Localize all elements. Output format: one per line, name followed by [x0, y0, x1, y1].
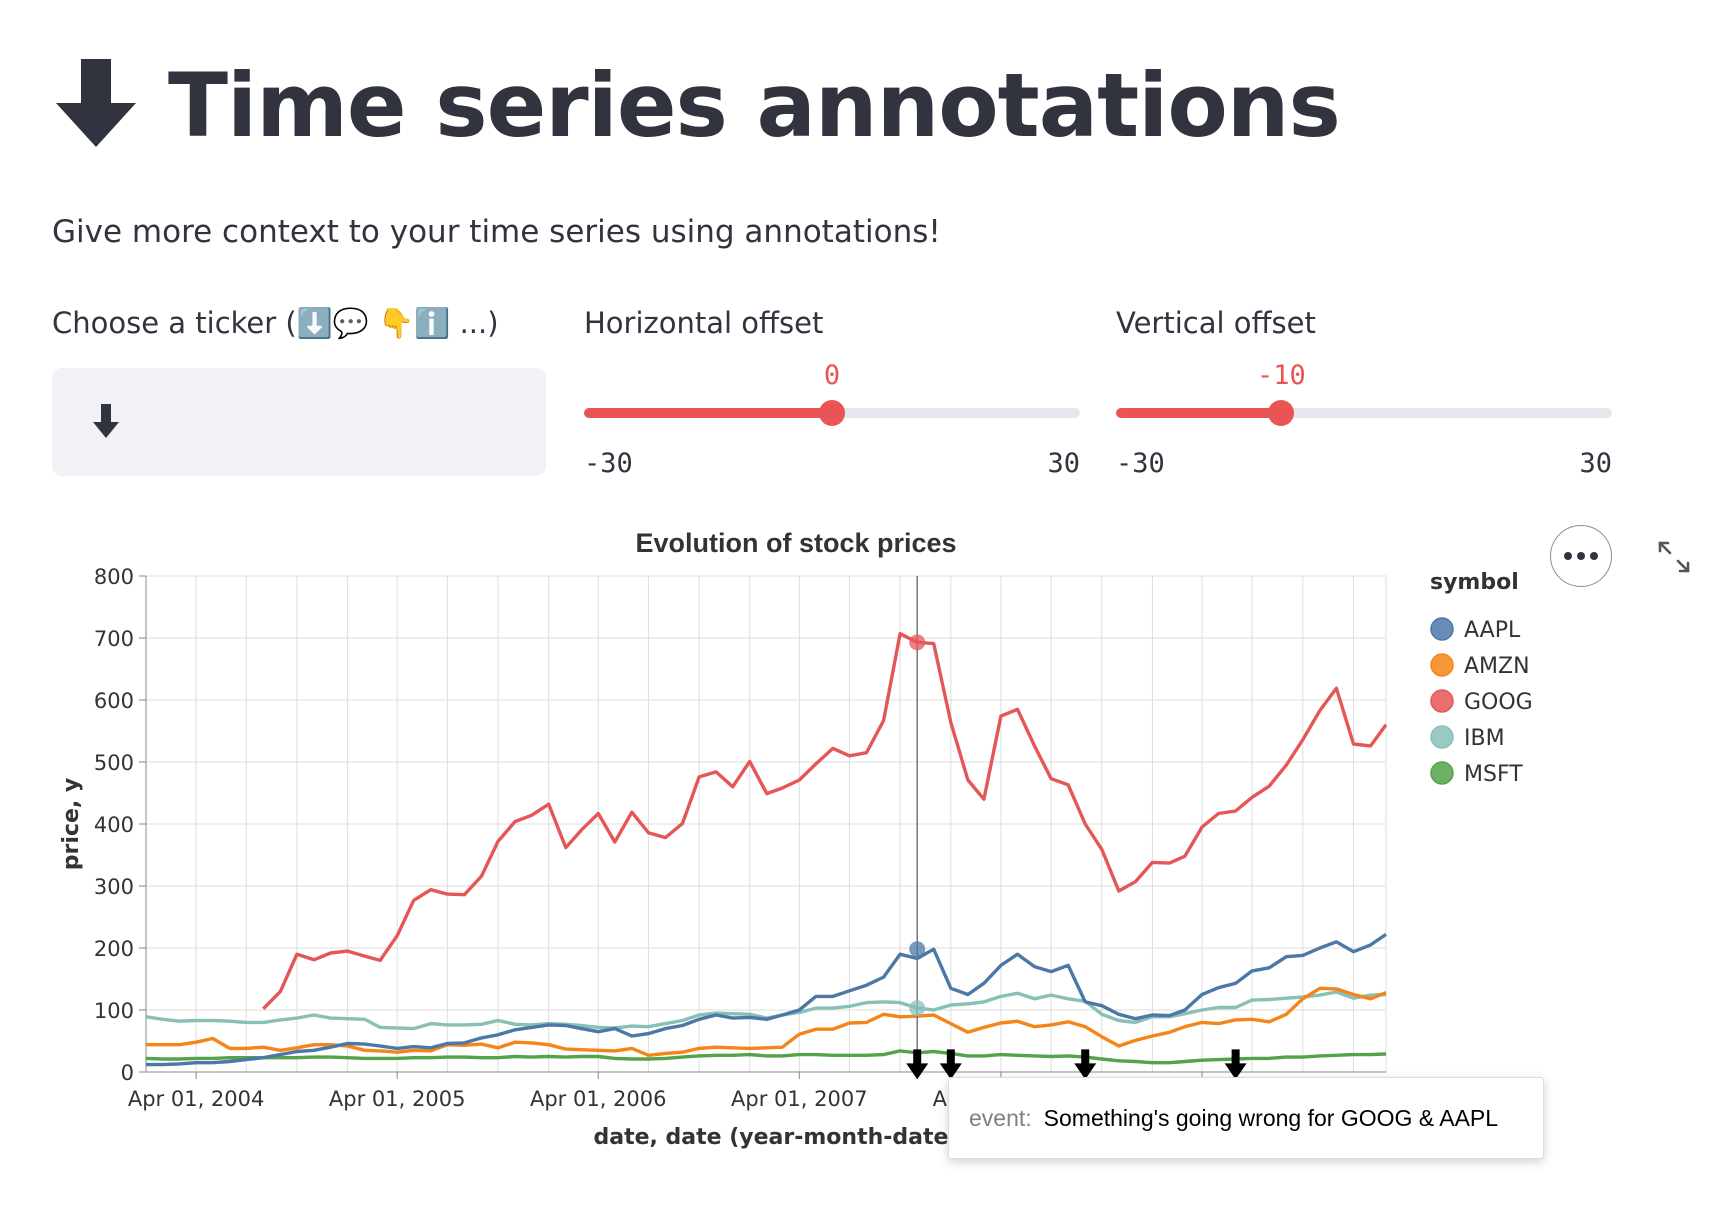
x-tick-label: Apr 01, 2006: [530, 1087, 667, 1111]
horizontal-offset-slider[interactable]: 0 -30 30: [584, 360, 1080, 490]
legend-symbol-ibm: [1430, 725, 1454, 749]
annotation-arrow-marker: [1224, 1049, 1247, 1080]
y-tick-label: 400: [94, 813, 134, 837]
legend-label-amzn: AMZN: [1464, 654, 1530, 679]
horizontal-offset-label: Horizontal offset: [584, 306, 824, 340]
slider-fill: [1116, 408, 1282, 418]
ticker-select-label: Choose a ticker (⬇️💬 👇ℹ️ ...): [52, 306, 499, 340]
hover-point-aapl: [909, 941, 926, 958]
legend-title: symbol: [1430, 570, 1519, 595]
legend-label-goog: GOOG: [1464, 690, 1533, 715]
slider-value: 0: [823, 360, 841, 391]
slider-max: 30: [1579, 448, 1612, 479]
y-tick-label: 500: [94, 751, 134, 775]
page-title: Time series annotations: [54, 50, 1341, 160]
x-tick-label: Apr 01, 2007: [731, 1087, 868, 1111]
legend-symbol-goog: [1430, 689, 1454, 713]
chart-tooltip: event: Something's going wrong for GOOG …: [948, 1077, 1544, 1159]
hover-point-goog: [909, 634, 926, 651]
legend-symbol-aapl: [1430, 617, 1454, 641]
y-tick-label: 800: [94, 565, 134, 589]
annotation-arrow-marker: [906, 1049, 929, 1080]
down-arrow-icon: [56, 59, 136, 147]
hover-point-ibm: [909, 1000, 926, 1017]
x-tick-label: Apr 01, 2005: [329, 1087, 466, 1111]
y-tick-label: 700: [94, 627, 134, 651]
y-axis-title: price, y: [59, 778, 84, 870]
annotation-arrow-marker: [1074, 1049, 1097, 1080]
vertical-offset-label: Vertical offset: [1116, 306, 1316, 340]
slider-min: -30: [1116, 448, 1165, 479]
ticker-select[interactable]: [52, 368, 546, 476]
expand-icon[interactable]: [1655, 538, 1693, 576]
tooltip-value: Something's going wrong for GOOG & AAPL: [1043, 1104, 1499, 1131]
y-tick-label: 600: [94, 689, 134, 713]
slider-thumb[interactable]: [1268, 400, 1295, 426]
slider-thumb[interactable]: [819, 400, 845, 426]
page-title-text: Time series annotations: [168, 53, 1341, 157]
legend-label-aapl: AAPL: [1464, 618, 1521, 643]
stock-price-chart[interactable]: 0 100 200 300 400 500 600 700 800 Apr 01, 2004 Apr…: [0, 500, 1720, 1210]
legend-symbol-msft: [1430, 761, 1454, 785]
series-line-msft: [145, 1049, 1387, 1065]
page-subtitle: Give more context to your time series us…: [52, 214, 941, 250]
legend-label-msft: MSFT: [1464, 762, 1523, 787]
legend-label-ibm: IBM: [1464, 726, 1505, 751]
down-arrow-icon: [93, 404, 119, 438]
slider-track[interactable]: [1116, 408, 1612, 418]
legend-symbol-amzn: [1430, 653, 1454, 677]
chart-menu-button[interactable]: [1550, 525, 1612, 587]
tooltip-key: event:: [969, 1104, 1032, 1131]
y-tick-label: 100: [94, 999, 134, 1023]
x-tick-label: Apr 01, 2004: [128, 1087, 265, 1111]
series-line-amzn: [146, 986, 1387, 1057]
slider-value: -10: [1256, 360, 1306, 391]
annotation-arrow-marker: [939, 1049, 962, 1080]
vertical-offset-slider[interactable]: -10 -30 30: [1116, 360, 1612, 490]
series-line-goog: [262, 631, 1388, 1010]
series-line-aapl: [146, 932, 1387, 1067]
chart-title: Evolution of stock prices: [635, 528, 956, 558]
y-tick-label: 200: [94, 937, 134, 961]
y-tick-label: 0: [121, 1061, 134, 1085]
slider-max: 30: [1047, 448, 1080, 479]
slider-fill: [584, 408, 832, 418]
ellipsis-icon: [1564, 552, 1598, 560]
y-tick-label: 300: [94, 875, 134, 899]
x-axis-title: date, date (year-month-date): [594, 1125, 959, 1150]
slider-min: -30: [584, 448, 633, 479]
